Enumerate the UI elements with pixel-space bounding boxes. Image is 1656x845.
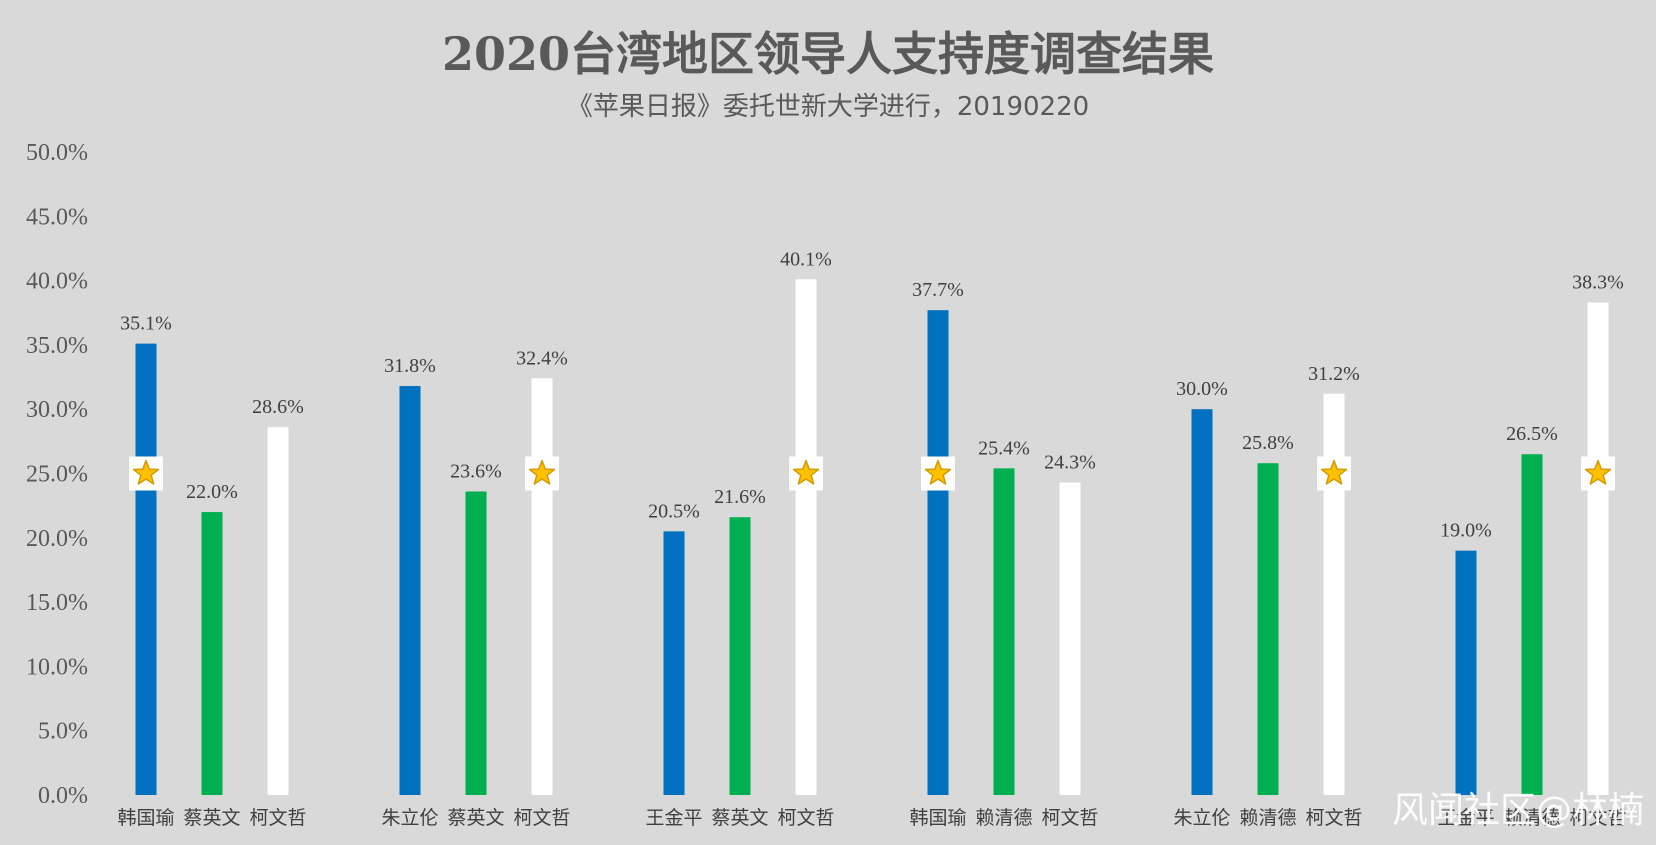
data-label: 21.6% [714, 486, 766, 508]
category-label: 柯文哲 [1305, 807, 1362, 829]
data-label: 25.4% [978, 437, 1030, 459]
bar [1191, 409, 1213, 795]
data-label: 22.0% [186, 481, 238, 503]
y-tick-label: 5.0% [38, 719, 88, 745]
category-label: 赖清德 [1503, 807, 1560, 829]
star-icon [789, 456, 823, 491]
bar [1257, 463, 1279, 795]
data-label: 23.6% [450, 461, 502, 483]
data-label: 24.3% [1044, 452, 1096, 474]
category-label: 韩国瑜 [117, 807, 174, 829]
bar [1587, 302, 1609, 795]
category-label: 赖清德 [975, 807, 1032, 829]
bar [795, 279, 817, 796]
y-axis: 0.0% 5.0% 10.0% 15.0% 20.0% 25.0% 30.0% 35.0% 40… [26, 140, 88, 809]
y-tick-label: 10.0% [26, 654, 88, 680]
y-tick-label: 30.0% [26, 397, 88, 423]
bar [993, 468, 1015, 795]
category-label: 蔡英文 [711, 807, 768, 829]
category-labels: 韩国瑜 蔡英文 柯文哲 朱立伦 蔡英文 柯文哲 王金平 蔡英文 柯文哲 韩国瑜 赖清德 柯文哲 朱立伦赖… [117, 807, 1626, 829]
data-label: 37.7% [912, 279, 964, 301]
bar [267, 427, 289, 795]
data-label: 35.1% [120, 313, 172, 335]
bar [1059, 482, 1081, 795]
watermark: 风闻社区@林楠 [1391, 790, 1644, 831]
category-label: 赖清德 [1239, 807, 1296, 829]
y-tick-label: 35.0% [26, 333, 88, 359]
star-icon [525, 456, 559, 491]
data-label: 28.6% [252, 396, 304, 418]
category-label: 柯文哲 [1041, 807, 1098, 829]
data-label: 19.0% [1440, 520, 1492, 542]
category-label: 王金平 [1437, 807, 1494, 829]
category-label: 柯文哲 [249, 807, 306, 829]
bar [531, 378, 553, 795]
y-tick-label: 25.0% [26, 462, 88, 488]
data-label: 31.2% [1308, 363, 1360, 385]
star-markers [129, 456, 1615, 491]
category-label: 柯文哲 [777, 807, 834, 829]
bar [135, 343, 157, 795]
y-tick-label: 20.0% [26, 526, 88, 552]
data-labels: 35.1% 22.0% 28.6% 31.8% 23.6% 32.4% 20.5% 21.6%… [120, 248, 1624, 541]
data-label: 30.0% [1176, 378, 1228, 400]
category-label: 韩国瑜 [909, 807, 966, 829]
star-icon [1581, 456, 1615, 491]
bar [663, 531, 685, 795]
chart-subtitle: 《苹果日报》委托世新大学进行，20190220 [566, 92, 1090, 122]
y-tick-label: 45.0% [26, 204, 88, 230]
bar [465, 491, 487, 795]
y-tick-label: 50.0% [26, 140, 88, 166]
chart-title: 2020台湾地区领导人支持度调查结果 [441, 27, 1215, 81]
bar [1455, 550, 1477, 795]
bars [135, 279, 1609, 796]
category-label: 柯文哲 [513, 807, 570, 829]
category-label: 柯文哲 [1569, 807, 1626, 829]
bar [729, 517, 751, 795]
data-label: 31.8% [384, 355, 436, 377]
data-label: 40.1% [780, 248, 832, 270]
star-icon [921, 456, 955, 491]
category-label: 蔡英文 [183, 807, 240, 829]
category-label: 王金平 [645, 807, 702, 829]
bar [399, 386, 421, 795]
y-tick-label: 0.0% [38, 783, 88, 809]
star-icon [1317, 456, 1351, 491]
category-label: 蔡英文 [447, 807, 504, 829]
category-label: 朱立伦 [381, 807, 438, 829]
bar [1323, 393, 1345, 795]
data-label: 20.5% [648, 500, 700, 522]
data-label: 25.8% [1242, 432, 1294, 454]
bar [201, 512, 223, 795]
star-icon [129, 456, 163, 491]
data-label: 38.3% [1572, 271, 1624, 293]
y-tick-label: 15.0% [26, 590, 88, 616]
bar [927, 310, 949, 795]
bar [1521, 454, 1543, 795]
y-tick-label: 40.0% [26, 269, 88, 295]
category-label: 朱立伦 [1173, 807, 1230, 829]
data-label: 32.4% [516, 347, 568, 369]
data-label: 26.5% [1506, 423, 1558, 445]
